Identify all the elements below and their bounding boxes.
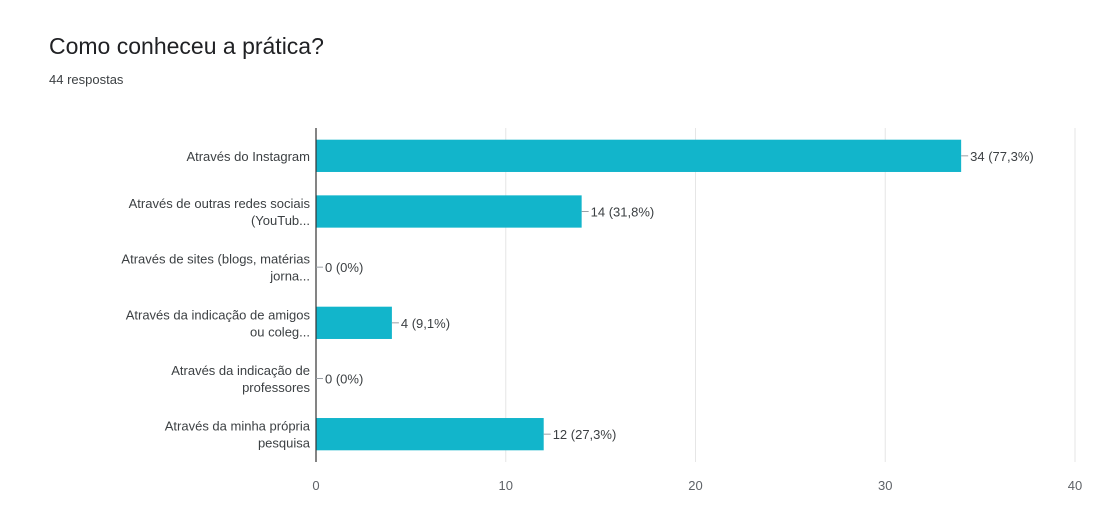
category-label-line: Através do Instagram [186, 149, 310, 164]
grid-lines [505, 128, 1076, 462]
data-label: 34 (77,3%) [970, 149, 1034, 164]
x-tick-label: 0 [312, 478, 319, 493]
data-label: 12 (27,3%) [553, 427, 617, 442]
bars [316, 139, 962, 451]
data-label: 4 (9,1%) [401, 316, 450, 331]
category-label-line: pesquisa [258, 436, 311, 451]
data-label: 14 (31,8%) [591, 205, 655, 220]
data-label: 0 (0%) [325, 260, 363, 275]
bar [316, 139, 962, 172]
category-label-line: Através da minha própria [165, 419, 311, 434]
labels: 0 10 20 30 40 34 (77,3%) Através do Instagram 1… [121, 149, 1082, 493]
category-label-line: (YouTub... [251, 213, 310, 228]
category-label: Através da indicação de amigos ou coleg..… [126, 307, 311, 339]
chart-subtitle: 44 respostas [49, 72, 124, 87]
category-label-line: Através de outras redes sociais [129, 196, 311, 211]
x-tick-label: 10 [499, 478, 513, 493]
category-label: Através da indicação de professores [171, 363, 310, 395]
category-label: Através de sites (blogs, matérias jorna..… [121, 252, 310, 284]
category-label-line: Através de sites (blogs, matérias [121, 252, 310, 267]
category-label: Através do Instagram [186, 149, 310, 164]
category-label-line: ou coleg... [250, 324, 310, 339]
x-tick-label: 20 [688, 478, 702, 493]
category-label-line: Através da indicação de [171, 363, 310, 378]
bar [316, 418, 544, 451]
x-tick-label: 40 [1068, 478, 1082, 493]
category-label-line: professores [242, 380, 310, 395]
chart-title: Como conheceu a prática? [49, 33, 324, 59]
category-label: Através da minha própria pesquisa [165, 419, 311, 451]
bar [316, 306, 392, 339]
category-label-line: jorna... [269, 269, 310, 284]
category-label-line: Através da indicação de amigos [126, 307, 311, 322]
category-label: Através de outras redes sociais (YouTub..… [129, 196, 311, 228]
data-label: 0 (0%) [325, 372, 363, 387]
bar [316, 195, 582, 228]
x-tick-label: 30 [878, 478, 892, 493]
